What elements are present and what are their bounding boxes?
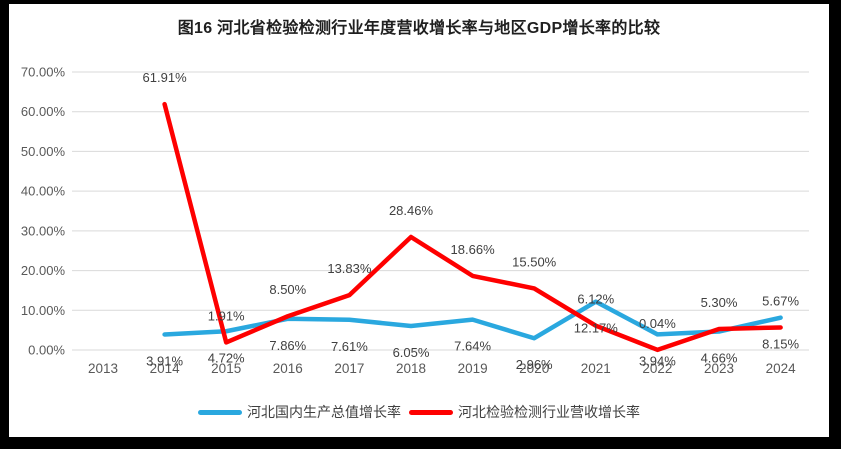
gdp-data-label: 4.72% <box>208 350 245 365</box>
legend-label-revenue: 河北检验检测行业营收增长率 <box>458 404 640 420</box>
gdp-data-label: 3.94% <box>639 353 676 368</box>
revenue-data-label: 28.46% <box>389 203 434 218</box>
x-axis-tick-label: 2015 <box>211 361 241 376</box>
gdp-data-label: 2.96% <box>516 357 553 372</box>
line-chart-plot: 0.00% 10.00% 20.00% 30.00% 40.00% 50.00% 60.00… <box>21 65 809 376</box>
y-axis-tick-label: 40.00% <box>21 184 66 199</box>
x-axis-tick-label: 2014 <box>150 361 181 376</box>
revenue-data-label: 5.67% <box>762 293 799 308</box>
revenue-data-label: 18.66% <box>451 242 496 257</box>
revenue-line-swatch <box>409 409 453 415</box>
revenue-data-label: 8.50% <box>269 282 306 297</box>
gdp-data-label: 7.86% <box>269 338 306 353</box>
gdp-line-swatch <box>198 409 242 415</box>
x-axis-tick-label: 2021 <box>581 361 611 376</box>
x-axis-tick-label: 2018 <box>396 361 426 376</box>
revenue-data-label: 15.50% <box>512 254 557 269</box>
x-axis-tick-label: 2013 <box>88 361 118 376</box>
x-axis-tick-label: 2022 <box>642 361 672 376</box>
gdp-data-label: 3.91% <box>146 353 183 368</box>
x-axis-tick-label: 2020 <box>519 361 549 376</box>
x-axis-tick-label: 2023 <box>704 361 734 376</box>
gdp-data-label: 8.15% <box>762 337 799 352</box>
legend-item-revenue: 河北检验检测行业营收增长率 <box>409 402 640 422</box>
gdp-data-label: 4.66% <box>701 350 738 365</box>
revenue-data-label: 0.04% <box>639 316 676 331</box>
y-axis-tick-label: 0.00% <box>28 343 65 358</box>
x-axis-tick-label: 2016 <box>273 361 303 376</box>
gdp-data-label: 6.05% <box>393 345 430 360</box>
revenue-data-label: 61.91% <box>143 70 188 85</box>
revenue-data-label: 1.91% <box>208 308 245 323</box>
y-axis-tick-label: 10.00% <box>21 303 66 318</box>
legend-label-gdp: 河北国内生产总值增长率 <box>247 404 401 420</box>
gdp-growth-line <box>162 299 783 341</box>
chart-card: 图16 河北省检验检测行业年度营收增长率与地区GDP增长率的比较 0.00% 10… <box>9 4 829 437</box>
revenue-data-label: 13.83% <box>327 261 372 276</box>
revenue-growth-line <box>162 101 783 353</box>
x-axis-tick-label: 2019 <box>458 361 488 376</box>
x-axis-tick-label: 2017 <box>334 361 364 376</box>
y-axis-tick-label: 20.00% <box>21 263 66 278</box>
y-axis-tick-label: 30.00% <box>21 223 66 238</box>
legend-item-gdp: 河北国内生产总值增长率 <box>198 402 401 422</box>
gdp-data-label: 7.61% <box>331 339 368 354</box>
revenue-data-label: 6.12% <box>577 292 614 307</box>
gdp-data-label: 12.17% <box>574 321 619 336</box>
y-axis-tick-label: 60.00% <box>21 104 66 119</box>
y-axis-tick-label: 50.00% <box>21 144 66 159</box>
x-axis-tick-label: 2024 <box>766 361 797 376</box>
gdp-data-label: 7.64% <box>454 339 491 354</box>
revenue-data-label: 5.30% <box>701 295 738 310</box>
y-axis-tick-label: 70.00% <box>21 65 66 80</box>
chart-legend: 河北国内生产总值增长率 河北检验检测行业营收增长率 <box>9 402 829 422</box>
chart-title: 图16 河北省检验检测行业年度营收增长率与地区GDP增长率的比较 <box>177 20 661 37</box>
